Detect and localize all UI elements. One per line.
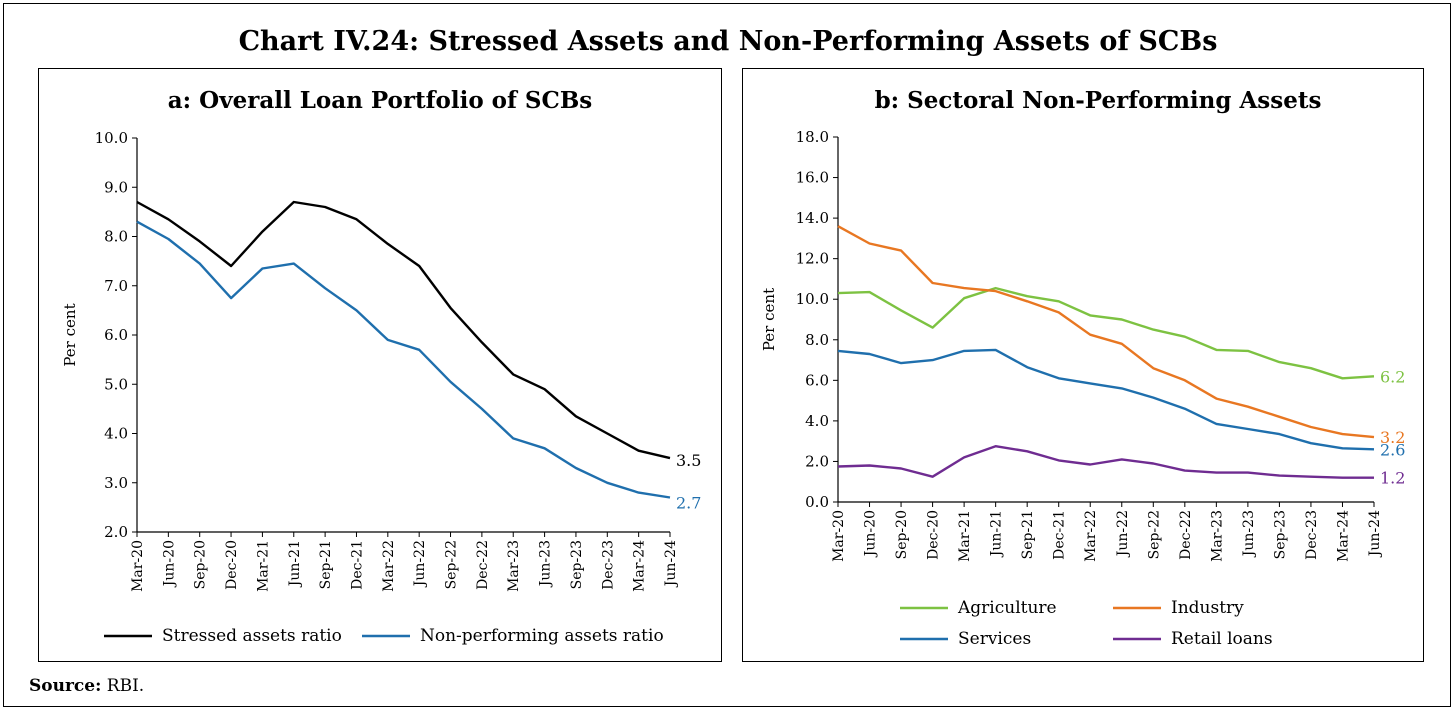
y-tick-label: 12.0 xyxy=(796,250,829,268)
x-tick-label: Sep-23 xyxy=(569,540,585,589)
y-tick-label: 14.0 xyxy=(796,209,829,227)
series-line-agriculture xyxy=(837,286,1375,380)
x-tick-label: Sep-20 xyxy=(193,540,209,589)
x-tick-label: Mar-22 xyxy=(381,540,397,592)
y-tick-label: 8.0 xyxy=(104,228,128,246)
x-tick-label: Mar-21 xyxy=(957,510,973,562)
x-tick-label: Jun-24 xyxy=(1367,510,1383,558)
x-tick-label: Sep-22 xyxy=(1146,510,1162,559)
x-tick-label: Jun-21 xyxy=(287,540,303,588)
x-tick-label: Dec-20 xyxy=(224,540,240,590)
x-tick-label: Dec-21 xyxy=(1052,510,1068,560)
x-tick-label: Jun-20 xyxy=(863,510,879,558)
x-tick-label: Jun-21 xyxy=(989,510,1005,558)
y-tick-label: 2.0 xyxy=(104,523,128,541)
x-tick-label: Dec-23 xyxy=(1304,510,1320,560)
end-value-label: 3.2 xyxy=(1380,428,1405,447)
end-value-label: 1.2 xyxy=(1380,469,1405,488)
end-value-label: 2.7 xyxy=(676,494,701,513)
y-tick-label: 9.0 xyxy=(104,178,128,196)
panel-a-frame xyxy=(38,68,722,662)
x-tick-label: Mar-24 xyxy=(632,540,648,592)
source-note: Source: RBI. xyxy=(29,676,144,696)
y-tick-label: 2.0 xyxy=(805,452,829,470)
y-tick-label: 0.0 xyxy=(805,493,829,511)
y-tick-label: 18.0 xyxy=(796,128,829,146)
series-line-non-performing-assets-ratio xyxy=(136,220,671,499)
end-value-label: 3.5 xyxy=(676,451,701,470)
x-tick-label: Jun-23 xyxy=(1241,510,1257,558)
y-tick-label: 5.0 xyxy=(104,375,128,393)
end-value-label: 6.2 xyxy=(1380,367,1405,386)
x-tick-label: Sep-22 xyxy=(444,540,460,589)
x-tick-label: Mar-23 xyxy=(1209,510,1225,562)
x-tick-label: Dec-23 xyxy=(600,540,616,590)
series-line-industry xyxy=(837,225,1375,439)
x-tick-label: Dec-21 xyxy=(349,540,365,590)
x-tick-label: Mar-22 xyxy=(1083,510,1099,562)
legend-label: Retail loans xyxy=(1171,629,1273,649)
y-tick-label: 10.0 xyxy=(796,290,829,308)
y-tick-label: 4.0 xyxy=(805,412,829,430)
panel-b-title: b: Sectoral Non-Performing Assets xyxy=(875,87,1322,114)
panel-b-frame xyxy=(742,68,1424,662)
x-tick-label: Mar-24 xyxy=(1335,510,1351,562)
x-tick-label: Jun-23 xyxy=(538,540,554,588)
figure-frame xyxy=(3,3,1451,707)
x-tick-label: Sep-23 xyxy=(1272,510,1288,559)
source-text: RBI. xyxy=(106,676,145,696)
y-tick-label: 6.0 xyxy=(104,326,128,344)
x-tick-label: Jun-24 xyxy=(663,540,679,588)
source-label: Source: xyxy=(29,676,102,696)
y-tick-label: 6.0 xyxy=(805,371,829,389)
series-line-stressed-assets-ratio xyxy=(136,200,671,460)
panel-b-y-axis-title: Per cent xyxy=(760,288,778,351)
x-tick-label: Jun-22 xyxy=(412,540,428,588)
panel-a-title: a: Overall Loan Portfolio of SCBs xyxy=(168,87,592,114)
figure-title: Chart IV.24: Stressed Assets and Non-Per… xyxy=(238,26,1218,57)
y-tick-label: 7.0 xyxy=(104,277,128,295)
x-tick-label: Sep-20 xyxy=(894,510,910,559)
legend-label: Stressed assets ratio xyxy=(162,626,342,646)
x-tick-label: Dec-20 xyxy=(926,510,942,560)
x-tick-label: Mar-21 xyxy=(255,540,271,592)
panel-a-y-axis-title: Per cent xyxy=(61,303,79,366)
x-tick-label: Mar-23 xyxy=(506,540,522,592)
x-tick-label: Sep-21 xyxy=(318,540,334,589)
x-tick-label: Dec-22 xyxy=(475,540,491,590)
end-value-label: 2.6 xyxy=(1380,440,1405,459)
series-line-retail-loans xyxy=(837,445,1374,479)
y-tick-label: 3.0 xyxy=(104,474,128,492)
series-line-services xyxy=(837,348,1375,451)
y-tick-label: 10.0 xyxy=(95,129,128,147)
x-tick-label: Sep-21 xyxy=(1020,510,1036,559)
legend-label: Services xyxy=(958,629,1031,649)
x-tick-label: Dec-22 xyxy=(1178,510,1194,560)
y-tick-label: 8.0 xyxy=(805,331,829,349)
y-tick-label: 16.0 xyxy=(796,169,829,187)
x-tick-label: Jun-22 xyxy=(1115,510,1131,558)
legend-label: Industry xyxy=(1171,598,1244,618)
x-tick-label: Mar-20 xyxy=(831,510,847,562)
x-tick-label: Mar-20 xyxy=(130,540,146,592)
y-tick-label: 4.0 xyxy=(104,425,128,443)
legend-label: Agriculture xyxy=(957,598,1057,618)
x-tick-label: Jun-20 xyxy=(161,540,177,588)
legend-label: Non-performing assets ratio xyxy=(420,626,664,646)
